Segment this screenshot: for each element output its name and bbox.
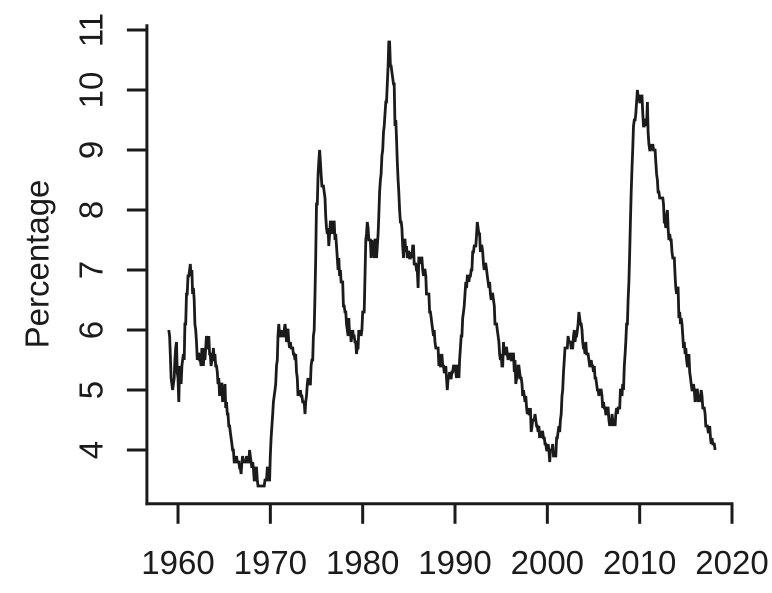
- x-tick-label: 1960: [141, 544, 214, 581]
- y-tick-label: 4: [73, 441, 110, 459]
- data-series-line: [167, 40, 717, 488]
- y-tick-label: 6: [73, 321, 110, 339]
- y-tick-label: 9: [73, 141, 110, 159]
- y-tick-label: 8: [73, 201, 110, 219]
- y-tick-label: 11: [73, 13, 110, 47]
- x-tick-label: 2020: [695, 544, 768, 581]
- y-axis-title: Percentage: [19, 180, 56, 349]
- y-tick-label: 7: [73, 261, 110, 279]
- y-tick-label: 10: [73, 72, 110, 109]
- x-tick-label: 1990: [418, 544, 491, 581]
- y-tick-label: 5: [73, 381, 110, 399]
- x-tick-label: 2010: [603, 544, 676, 581]
- x-tick-label: 1970: [234, 544, 307, 581]
- x-tick-label: 2000: [511, 544, 584, 581]
- x-tick-label: 1980: [326, 544, 399, 581]
